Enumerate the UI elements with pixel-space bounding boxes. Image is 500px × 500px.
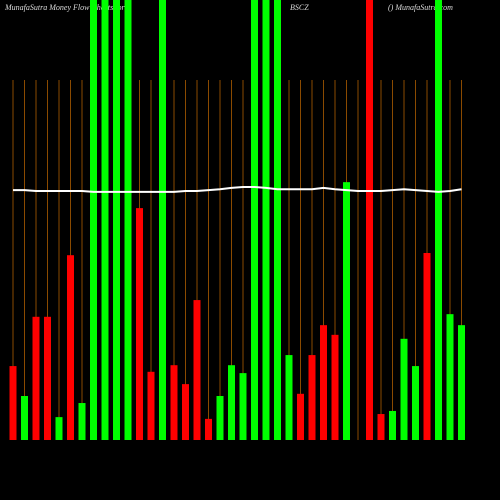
bar: [239, 373, 247, 440]
bar: [251, 0, 258, 440]
bar: [320, 325, 327, 440]
bar: [331, 334, 339, 440]
bar: [216, 396, 224, 440]
bar: [308, 355, 316, 440]
symbol: BSCZ: [290, 3, 309, 12]
bar: [90, 0, 97, 440]
bar: [21, 396, 28, 440]
bar: [377, 414, 385, 440]
bar: [435, 0, 442, 440]
bar: [193, 300, 201, 440]
bar: [32, 316, 40, 440]
bar: [423, 253, 431, 440]
bar: [124, 0, 132, 440]
bar: [67, 255, 74, 440]
bar: [389, 410, 396, 440]
bar: [285, 355, 293, 440]
bar: [343, 182, 350, 440]
bar: [182, 384, 189, 440]
bar: [113, 0, 120, 440]
source: () MunafaSutra.com: [388, 3, 453, 12]
bar: [400, 338, 408, 440]
bar: [136, 208, 143, 440]
bar: [44, 316, 51, 440]
bar: [170, 365, 178, 440]
bar: [297, 393, 304, 440]
bar: [412, 366, 419, 440]
bar: [446, 314, 454, 440]
bar: [55, 417, 63, 440]
bar: [147, 371, 155, 440]
bar: [262, 0, 270, 440]
chart-title: MunafaSutra Money Flow Charts for: [4, 3, 125, 12]
bar: [159, 0, 166, 440]
bar: [458, 325, 465, 440]
bar: [274, 0, 281, 440]
bar: [205, 418, 212, 440]
money-flow-line: [13, 186, 462, 193]
bar: [101, 0, 109, 440]
bar: [228, 365, 235, 440]
bar: [366, 0, 373, 440]
bar: [9, 366, 17, 440]
bar: [78, 403, 86, 440]
